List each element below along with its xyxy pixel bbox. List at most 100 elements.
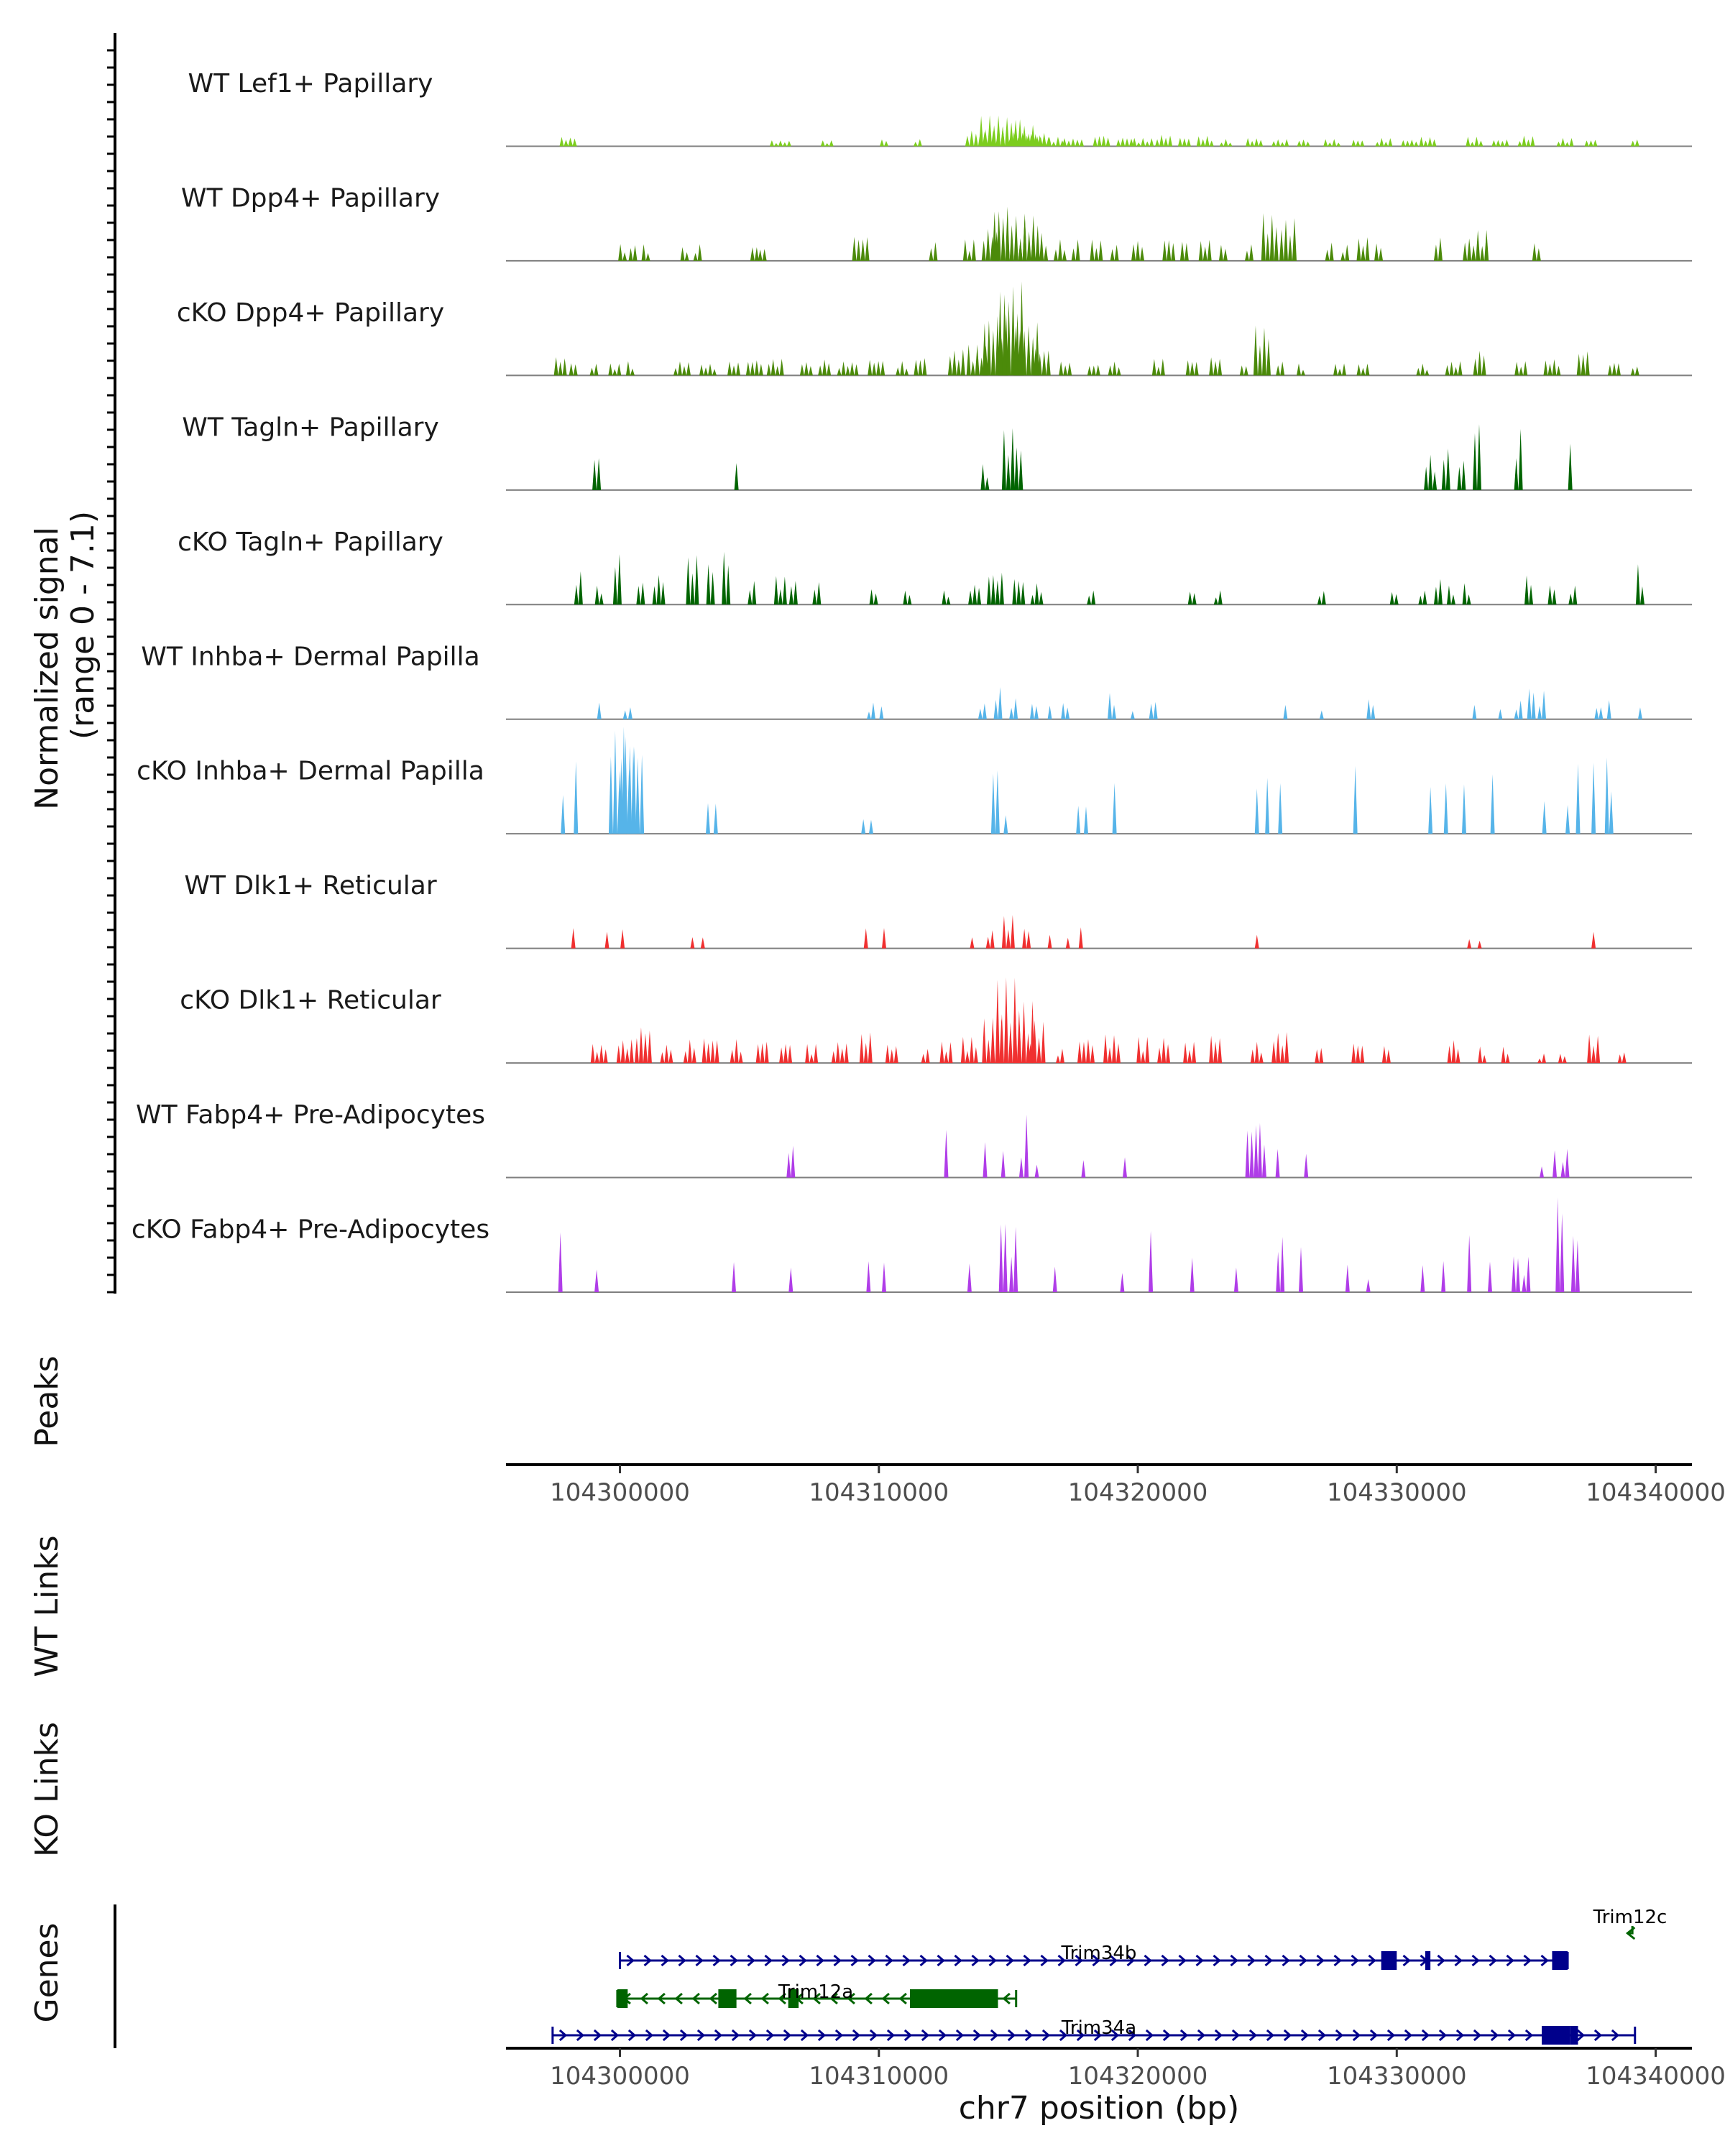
signal-peak	[885, 1044, 898, 1064]
x-tick-label: 104300000	[550, 1478, 690, 1507]
signal-spike	[967, 251, 972, 261]
strand-arrow	[1213, 1954, 1221, 1967]
signal-peak	[1076, 806, 1081, 834]
signal-spike	[860, 239, 865, 261]
strand-arrow	[1317, 2029, 1327, 2042]
signal-spike	[1585, 351, 1590, 376]
signal-spike	[1271, 1041, 1276, 1064]
signal-spike	[1018, 238, 1023, 261]
signal-spike	[1321, 591, 1326, 605]
signal-spike	[900, 361, 905, 376]
signal-spike	[622, 710, 627, 719]
strand-arrow	[730, 1954, 738, 1967]
signal-spike	[1560, 1161, 1565, 1178]
signal-spike	[1484, 229, 1489, 261]
signal-peak	[1424, 454, 1438, 490]
signal-spike	[844, 1043, 849, 1064]
strand-arrow	[1162, 2029, 1172, 2042]
signal-spike	[1112, 361, 1117, 376]
signal-spike	[1254, 138, 1259, 147]
signal-peak	[1351, 139, 1365, 147]
signal-spike	[1160, 359, 1165, 376]
x-tick-label: 104320000	[1068, 1478, 1208, 1507]
signal-peak	[1116, 137, 1134, 147]
signal-spike	[561, 795, 566, 834]
signal-peak	[818, 359, 832, 376]
signal-peak	[1512, 1256, 1521, 1292]
signal-spike	[686, 361, 691, 376]
strand-arrow	[990, 2029, 999, 2042]
signal-spike	[762, 249, 767, 261]
signal-peak	[732, 1262, 737, 1292]
signal-spike	[1441, 1261, 1446, 1292]
signal-peak	[1108, 361, 1121, 376]
signal-peak	[1457, 461, 1466, 490]
signal-peak	[1083, 806, 1088, 834]
signal-peak	[1607, 362, 1621, 376]
signal-peak	[1245, 1125, 1259, 1178]
signal-spike	[770, 359, 776, 376]
signal-spike	[1213, 1041, 1218, 1064]
signal-spike	[827, 363, 832, 376]
signal-spike	[1630, 140, 1635, 147]
signal-peak	[1183, 1041, 1197, 1064]
signal-spike	[831, 1051, 836, 1064]
signal-spike	[1276, 1251, 1281, 1292]
signal-peak	[1463, 238, 1476, 261]
signal-spike	[1001, 430, 1006, 490]
signal-peak	[1179, 241, 1189, 261]
signal-spike	[1565, 142, 1570, 147]
signal-peak	[1031, 232, 1049, 261]
signal-spike	[1017, 1024, 1022, 1064]
signal-peak	[861, 819, 866, 834]
signal-spike	[1297, 363, 1302, 376]
signal-spike	[967, 1263, 972, 1292]
signal-peak	[1001, 915, 1015, 949]
signal-spike	[985, 936, 990, 949]
signal-spike	[1386, 1049, 1391, 1064]
signal-spike	[1473, 358, 1478, 376]
signal-peak	[1279, 218, 1297, 261]
signal-spike	[1055, 1055, 1060, 1064]
signal-spike	[1529, 584, 1534, 605]
signal-spike	[1000, 126, 1006, 147]
track-wt-dlk1-reticular: WT Dlk1+ Reticular	[184, 871, 1692, 949]
signal-spike	[850, 361, 855, 376]
signal-peak	[748, 581, 757, 605]
strand-arrow	[661, 1954, 669, 1967]
signal-spike	[1490, 774, 1495, 834]
signal-spike	[1259, 1052, 1264, 1064]
signal-peak	[673, 361, 691, 376]
signal-spike	[1423, 140, 1428, 147]
signal-spike	[618, 244, 623, 261]
signal-peak	[788, 1267, 794, 1292]
signal-spike	[1366, 1279, 1371, 1292]
gene-label: Trim34a	[1061, 2017, 1136, 2039]
signal-spike	[1374, 243, 1379, 261]
signal-peak	[1024, 1115, 1029, 1178]
signal-peak	[1522, 1256, 1531, 1292]
strand-arrow	[817, 2029, 827, 2042]
signal-spike	[1218, 359, 1223, 376]
track-label: WT Lef1+ Papillary	[188, 69, 433, 98]
signal-spike	[1006, 929, 1011, 949]
signal-spike	[690, 573, 695, 605]
signal-spike	[1284, 1032, 1289, 1064]
signal-spike	[668, 1049, 673, 1064]
signal-spike	[1034, 706, 1039, 719]
signal-spike	[1087, 366, 1092, 376]
signal-spike	[859, 1033, 864, 1064]
track-wt-lef1-papillary: WT Lef1+ Papillary	[188, 69, 1692, 147]
signal-spike	[1542, 1053, 1547, 1064]
signal-spike	[622, 252, 627, 261]
strand-arrow	[1300, 2029, 1310, 2042]
signal-spike	[995, 580, 1000, 605]
signal-spike	[1445, 364, 1450, 376]
signal-spike	[1057, 239, 1062, 261]
signal-spike	[623, 737, 628, 834]
strand-arrow	[1299, 1954, 1307, 1967]
track-wt-inhba-dermal-papilla: WT Inhba+ Dermal Papilla	[141, 642, 1692, 720]
signal-spike	[1141, 137, 1146, 147]
signal-spike	[985, 229, 990, 261]
signal-spike	[1194, 361, 1199, 376]
